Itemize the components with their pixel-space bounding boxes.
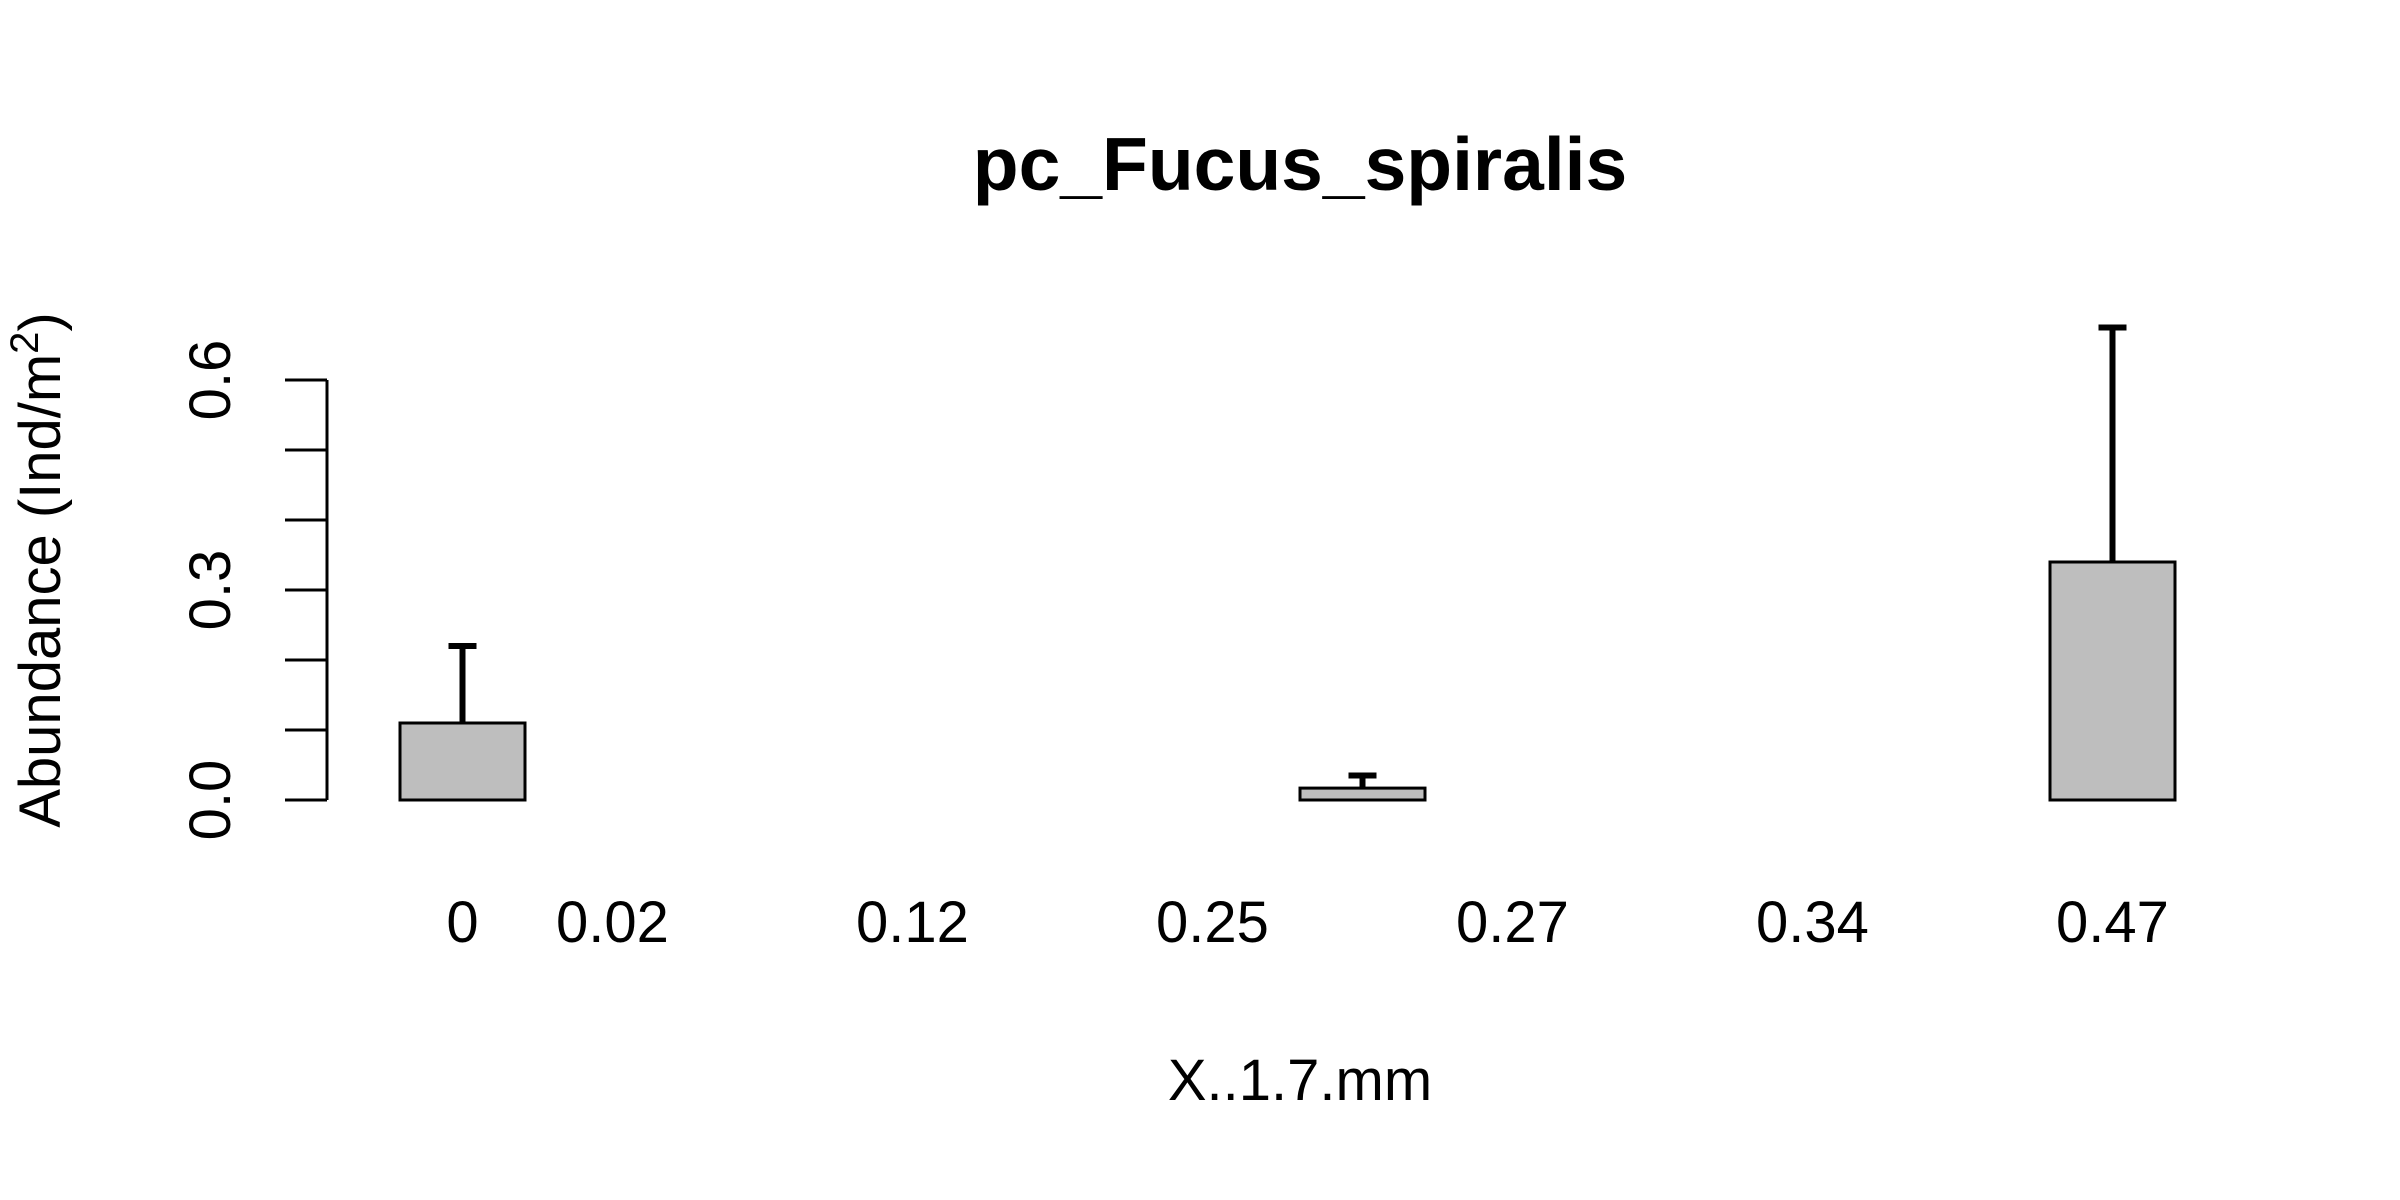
chart-title: pc_Fucus_spiralis (973, 122, 1627, 206)
x-tick-label: 0.34 (1756, 890, 1869, 955)
y-tick-label: 0.3 (178, 550, 243, 631)
x-tick-label: 0 (446, 890, 478, 955)
y-axis-label: Abundance (Ind/m2) (3, 312, 73, 828)
y-axis: 0.0 0.3 0.6 (178, 340, 329, 841)
y-axis-label-close: ) (8, 312, 73, 331)
bars (398, 560, 2177, 802)
x-tick-label: 0.27 (1456, 890, 1569, 955)
x-tick-label: 0.12 (856, 890, 969, 955)
y-tick-label: 0.0 (178, 760, 243, 841)
bar (1298, 786, 1427, 802)
bar (398, 721, 527, 802)
y-axis-label-superscript: 2 (3, 332, 47, 354)
x-axis-label: X..1.7.mm (1168, 1048, 1432, 1113)
x-tick-labels: 0 0.02 0.12 0.25 0.27 0.34 0.47 (446, 890, 2169, 955)
x-tick-label: 0.47 (2056, 890, 2169, 955)
error-bars (448, 324, 2127, 789)
x-tick-label: 0.02 (556, 890, 669, 955)
bar (2048, 560, 2177, 802)
y-tick-label: 0.6 (178, 340, 243, 421)
x-tick-label: 0.25 (1156, 890, 1269, 955)
y-axis-label-main: Abundance (Ind/m (8, 354, 73, 828)
